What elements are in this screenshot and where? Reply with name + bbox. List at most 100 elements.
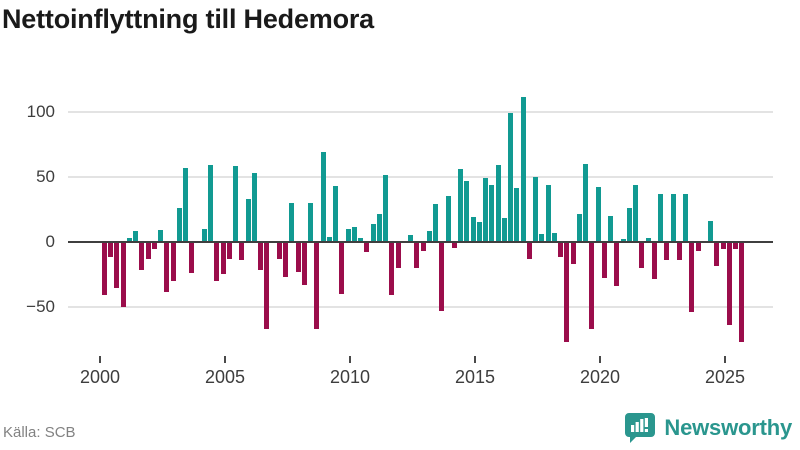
bar-positive <box>370 223 376 242</box>
y-gridline <box>68 175 773 178</box>
x-axis-tick-mark <box>474 356 476 363</box>
bar-negative <box>601 241 607 279</box>
bar-negative <box>720 241 726 250</box>
x-axis-tick-label: 2010 <box>329 367 371 387</box>
bar-positive <box>626 207 632 242</box>
x-axis-tick-mark <box>724 356 726 363</box>
bar-positive <box>433 204 439 242</box>
bar-negative <box>314 241 320 329</box>
y-gridline <box>68 110 773 113</box>
bar-negative <box>526 241 532 259</box>
bar-negative <box>151 241 157 250</box>
y-axis-tick-label: 50 <box>36 166 55 186</box>
bar-negative <box>695 241 701 251</box>
bar-negative <box>170 241 176 281</box>
bar-positive <box>489 184 495 242</box>
x-axis-tick-label: 2025 <box>704 367 746 387</box>
bar-negative <box>120 241 126 307</box>
bar-negative <box>689 241 695 312</box>
bar-negative <box>226 241 232 259</box>
bar-positive <box>495 165 501 242</box>
bar-positive <box>251 172 257 242</box>
bar-positive <box>208 165 214 242</box>
bar-negative <box>145 241 151 259</box>
bar-positive <box>476 222 482 242</box>
bar-negative <box>439 241 445 311</box>
bar-positive <box>351 227 357 242</box>
bar-negative <box>570 241 576 264</box>
bar-positive <box>233 166 239 242</box>
bar-positive <box>620 239 626 242</box>
bar-positive <box>345 228 351 242</box>
bar-positive <box>458 168 464 242</box>
bar-negative <box>389 241 395 295</box>
bar-negative <box>276 241 282 259</box>
bar-positive <box>289 202 295 242</box>
bar-negative <box>364 241 370 253</box>
newsworthy-wordmark: Newsworthy <box>664 414 792 440</box>
bar-negative <box>639 241 645 268</box>
bar-positive <box>583 163 589 242</box>
bar-negative <box>239 241 245 260</box>
bar-negative <box>564 241 570 342</box>
bar-positive <box>533 176 539 242</box>
bar-positive <box>176 207 182 242</box>
bar-positive <box>383 175 389 242</box>
bar-positive <box>445 196 451 242</box>
source-caption: Källa: SCB <box>3 424 76 441</box>
bar-negative <box>164 241 170 293</box>
bar-negative <box>614 241 620 286</box>
bar-positive <box>426 231 432 242</box>
bar-negative <box>395 241 401 268</box>
bar-negative <box>114 241 120 289</box>
bar-positive <box>158 230 164 242</box>
bar-positive <box>576 214 582 242</box>
bar-negative <box>108 241 114 258</box>
bar-positive <box>658 193 664 242</box>
bar-negative <box>589 241 595 329</box>
bar-positive <box>670 193 676 242</box>
bar-negative <box>451 241 457 249</box>
bar-negative <box>733 241 739 250</box>
bar-negative <box>295 241 301 272</box>
bar-positive <box>539 233 545 242</box>
x-axis-tick-label: 2000 <box>79 367 121 387</box>
bar-positive <box>551 232 557 242</box>
bar-positive <box>508 113 514 242</box>
bar-negative <box>258 241 264 271</box>
bar-negative <box>651 241 657 280</box>
bar-chart-speech-bubble-icon <box>625 413 656 443</box>
bar-negative <box>220 241 226 275</box>
bar-negative <box>739 241 745 342</box>
chart-title: Nettoinflyttning till Hedemora <box>2 4 375 34</box>
bar-negative <box>714 241 720 267</box>
bar-positive <box>245 198 251 242</box>
y-axis-tick-label: −50 <box>26 296 55 316</box>
zero-axis-line <box>68 240 773 243</box>
bar-positive <box>320 152 326 242</box>
bar-positive <box>464 180 470 242</box>
bar-positive <box>683 193 689 242</box>
bar-positive <box>333 185 339 242</box>
bar-positive <box>595 187 601 242</box>
bar-positive <box>520 97 526 242</box>
bar-positive <box>201 228 207 242</box>
bar-positive <box>501 218 507 242</box>
bar-positive <box>326 236 332 242</box>
bar-negative <box>283 241 289 277</box>
bar-positive <box>183 167 189 242</box>
y-axis-tick-label: 0 <box>45 231 55 251</box>
bar-positive <box>483 178 489 242</box>
bar-positive <box>545 184 551 242</box>
bar-negative <box>420 241 426 251</box>
bar-positive <box>514 188 520 242</box>
bar-negative <box>664 241 670 260</box>
bar-positive <box>608 215 614 242</box>
bar-positive <box>645 237 651 242</box>
bar-positive <box>708 220 714 242</box>
bar-negative <box>414 241 420 268</box>
x-axis-tick-label: 2015 <box>454 367 496 387</box>
x-axis-tick-mark <box>224 356 226 363</box>
bar-negative <box>264 241 270 329</box>
